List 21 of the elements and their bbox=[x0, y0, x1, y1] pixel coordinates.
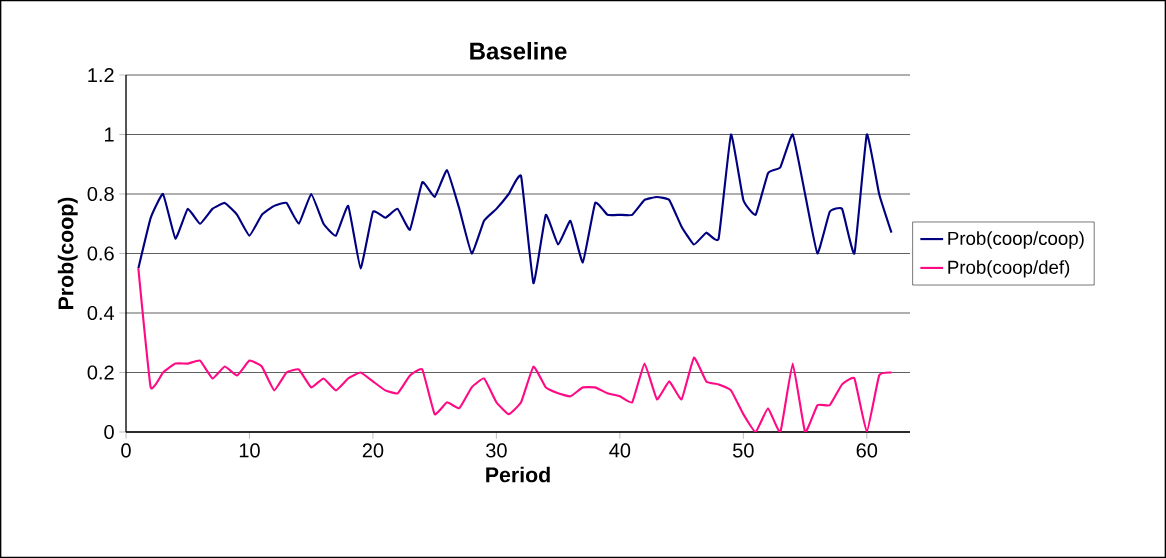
x-tick-label: 40 bbox=[609, 443, 631, 458]
line-series bbox=[137, 133, 893, 285]
y-tick-label: 0.2 bbox=[87, 365, 114, 380]
x-tick-label: 60 bbox=[856, 443, 878, 458]
legend-label: Prob(coop/def) bbox=[948, 260, 1070, 278]
x-tick-label: 10 bbox=[239, 443, 260, 458]
x-tick-label: 0 bbox=[121, 443, 131, 458]
chart-title: Baseline bbox=[470, 41, 567, 60]
x-axis-title: Period bbox=[486, 466, 550, 483]
y-tick-label: 1.2 bbox=[88, 68, 114, 82]
y-tick-label: 0.4 bbox=[87, 305, 115, 321]
y-tick-label: 1 bbox=[105, 127, 114, 142]
y-axis-title: Prob(coop) bbox=[57, 197, 78, 309]
y-tick-label: 0 bbox=[104, 424, 114, 440]
x-tick-label: 30 bbox=[486, 443, 507, 458]
y-tick-label: 0.6 bbox=[87, 246, 114, 261]
line-series bbox=[137, 267, 893, 432]
x-tick-label: 20 bbox=[362, 443, 384, 458]
y-tick-label: 0.8 bbox=[87, 186, 114, 202]
x-tick-label: 50 bbox=[733, 443, 754, 458]
legend-label: Prob(coop/coop) bbox=[948, 231, 1084, 249]
